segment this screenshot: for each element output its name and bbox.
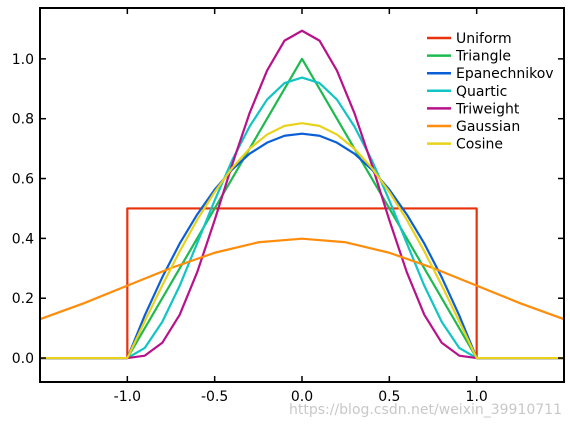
legend-label-triangle: Triangle: [455, 49, 511, 65]
x-tick-label: 0.5: [378, 389, 400, 405]
series-line-cosine: [40, 122, 564, 360]
legend-label-cosine: Cosine: [456, 137, 503, 153]
legend-label-epanechnikov: Epanechnikov: [456, 66, 554, 82]
x-tick-label: -1.0: [114, 389, 141, 405]
series-line-gaussian: [39, 237, 565, 321]
series-line-epanechnikov: [40, 132, 564, 360]
legend-label-quartic: Quartic: [456, 84, 507, 100]
legend-label-triweight: Triweight: [455, 101, 520, 117]
y-tick-label: 1.0: [12, 52, 34, 68]
y-tick-label: 0.0: [12, 351, 34, 367]
series-line-triweight: [40, 29, 564, 360]
y-tick-label: 0.4: [12, 231, 34, 247]
x-tick-label: -0.5: [201, 389, 228, 405]
watermark-text: https://blog.csdn.net/weixin_39910711: [289, 402, 562, 418]
series-layer: [39, 29, 565, 360]
y-tick-label: 0.2: [12, 291, 34, 307]
x-tick-label: 1.0: [466, 389, 488, 405]
series-line-quartic: [40, 76, 564, 360]
x-tick-label: 0.0: [291, 389, 313, 405]
legend-label-uniform: Uniform: [456, 31, 512, 47]
legend-label-gaussian: Gaussian: [456, 119, 520, 135]
ticks-layer: -1.0 -0.5 0.0 0.5 1.0 0.0 0.2 0.4 0.6 0.8 1.0: [12, 8, 564, 405]
series-line-uniform: [40, 207, 564, 360]
y-tick-label: 0.8: [12, 112, 34, 128]
y-tick-label: 0.6: [12, 172, 34, 188]
